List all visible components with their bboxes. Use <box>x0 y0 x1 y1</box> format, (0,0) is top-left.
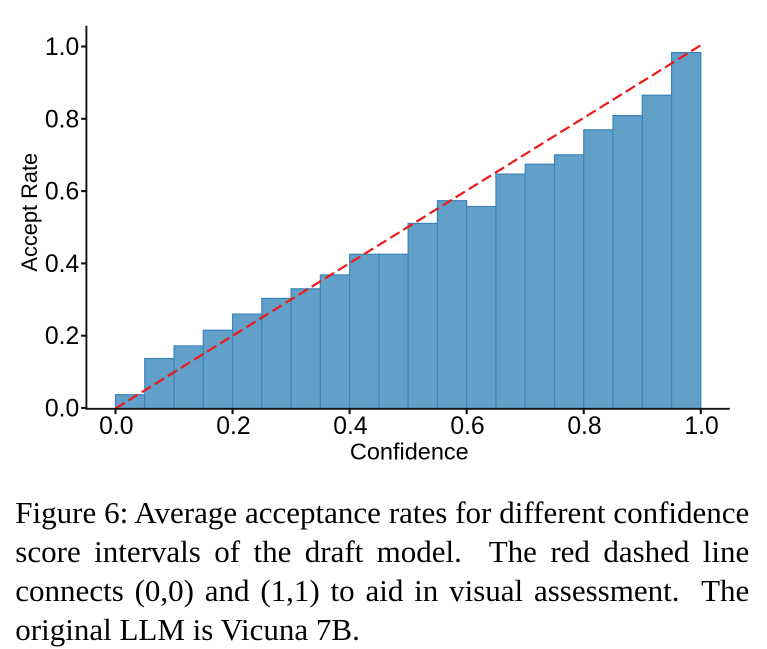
svg-text:0.6: 0.6 <box>45 179 79 206</box>
svg-text:1.0: 1.0 <box>684 413 718 440</box>
svg-text:0.6: 0.6 <box>450 413 484 440</box>
svg-text:0.8: 0.8 <box>567 413 601 440</box>
svg-text:Accept Rate: Accept Rate <box>17 153 42 272</box>
svg-text:0.2: 0.2 <box>45 323 79 350</box>
svg-text:0.4: 0.4 <box>333 413 367 440</box>
svg-text:1.0: 1.0 <box>45 34 79 61</box>
svg-text:Confidence: Confidence <box>350 438 469 464</box>
svg-text:0.4: 0.4 <box>45 251 79 278</box>
svg-text:0.8: 0.8 <box>45 106 79 133</box>
svg-text:0.0: 0.0 <box>45 396 79 423</box>
svg-text:0.2: 0.2 <box>216 413 250 440</box>
svg-text:0.0: 0.0 <box>99 413 133 440</box>
